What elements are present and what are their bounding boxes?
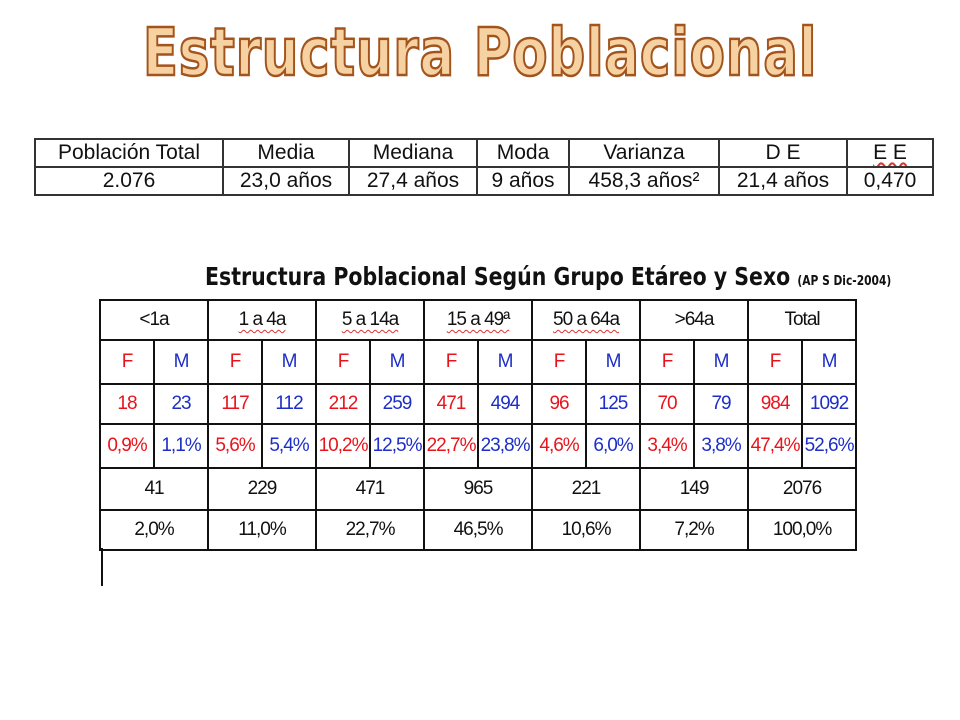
age-group-header-text: 15 a 49ª — [446, 309, 510, 330]
sex-label-male: M — [152, 339, 210, 385]
age-group-header: >64a — [639, 299, 750, 341]
groups-table-source: (AP S Dic-2004) — [797, 274, 892, 289]
sex-label-female: F — [99, 339, 155, 385]
age-group-header-text: 1 a 4a — [238, 309, 287, 330]
percent-cell: 10,2% — [315, 423, 372, 469]
group-percent-cell: 22,7% — [315, 509, 426, 551]
count-cell: 18 — [99, 383, 155, 425]
group-percent-cell: 46,5% — [423, 509, 534, 551]
sex-label-male: M — [369, 339, 426, 385]
sex-label-male: M — [693, 339, 750, 385]
age-group-header-row: <1a 1 a 4a 5 a 14a 15 a 49ª 50 a 64a >64… — [98, 299, 858, 341]
percent-cell: 47,4% — [747, 423, 804, 469]
sex-label-male: M — [585, 339, 642, 385]
value-ee: 0,470 — [846, 166, 934, 196]
value-moda: 9 años — [476, 166, 570, 196]
count-cell: 79 — [693, 383, 750, 425]
value-varianza: 458,3 años² — [568, 166, 720, 196]
count-cell: 23 — [152, 383, 210, 425]
count-cell: 212 — [315, 383, 372, 425]
age-group-header: 5 a 14a — [315, 299, 426, 341]
count-cell: 125 — [585, 383, 642, 425]
count-cell: 96 — [531, 383, 588, 425]
sex-label-female: F — [747, 339, 804, 385]
header-media: Media — [222, 138, 350, 168]
group-percent-cell: 2,0% — [98, 509, 210, 551]
header-de: D E — [718, 138, 848, 168]
sex-label-female: F — [639, 339, 696, 385]
age-group-header: Total — [747, 299, 858, 341]
page-title: Estructura Poblacional — [142, 14, 818, 91]
header-mediana: Mediana — [348, 138, 478, 168]
percent-cell: 22,7% — [423, 423, 480, 469]
sex-label-male: M — [477, 339, 534, 385]
percent-cell: 1,1% — [152, 423, 210, 469]
count-cell: 471 — [423, 383, 480, 425]
percent-cell: 0,9% — [99, 423, 155, 469]
summary-statistics-table: Población Total Media Mediana Moda Varia… — [34, 138, 934, 196]
count-cell: 70 — [639, 383, 696, 425]
groups-table-title-text: Estructura Poblacional Según Grupo Etáre… — [205, 262, 791, 291]
percent-cell: 3,4% — [639, 423, 696, 469]
header-varianza: Varianza — [568, 138, 720, 168]
percent-cell: 5,4% — [261, 423, 318, 469]
sex-header-row: F M F M F M F M F M F M F M — [99, 339, 858, 385]
value-media: 23,0 años — [222, 166, 350, 196]
header-poblacion-total: Población Total — [34, 138, 224, 168]
group-total-cell: 149 — [639, 467, 750, 511]
group-total-cell: 2076 — [747, 467, 858, 511]
groups-table-title: Estructura Poblacional Según Grupo Etáre… — [205, 262, 891, 291]
header-moda: Moda — [476, 138, 570, 168]
group-percent-cell: 10,6% — [531, 509, 642, 551]
age-group-header: 15 a 49ª — [423, 299, 534, 341]
count-cell: 1092 — [801, 383, 858, 425]
sex-label-male: M — [261, 339, 318, 385]
percent-cell: 12,5% — [369, 423, 426, 469]
group-total-cell: 229 — [207, 467, 318, 511]
group-percent-cell: 7,2% — [639, 509, 750, 551]
value-de: 21,4 años — [718, 166, 848, 196]
age-group-header: <1a — [98, 299, 210, 341]
sex-label-female: F — [423, 339, 480, 385]
age-group-header: 50 a 64a — [531, 299, 642, 341]
percent-cell: 6,0% — [585, 423, 642, 469]
sex-label-female: F — [315, 339, 372, 385]
sex-label-male: M — [801, 339, 858, 385]
count-cell: 112 — [261, 383, 318, 425]
sex-label-female: F — [531, 339, 588, 385]
count-row: 18 23 117 112 212 259 471 494 96 125 70 … — [99, 383, 858, 425]
group-total-row: 41 229 471 965 221 149 2076 — [98, 467, 858, 511]
sex-label-female: F — [207, 339, 264, 385]
value-mediana: 27,4 años — [348, 166, 478, 196]
age-sex-groups-table: <1a 1 a 4a 5 a 14a 15 a 49ª 50 a 64a >64… — [98, 299, 858, 551]
group-percent-cell: 100,0% — [747, 509, 858, 551]
group-total-cell: 41 — [98, 467, 210, 511]
header-ee-text: E E — [873, 141, 907, 164]
percent-cell: 4,6% — [531, 423, 588, 469]
group-total-cell: 471 — [315, 467, 426, 511]
age-group-header-text: 5 a 14a — [341, 309, 399, 330]
percent-cell: 23,8% — [477, 423, 534, 469]
header-ee: E E — [846, 138, 934, 168]
count-cell: 117 — [207, 383, 264, 425]
age-group-header-text: 50 a 64a — [553, 309, 620, 330]
percent-cell: 3,8% — [693, 423, 750, 469]
text-cursor — [101, 548, 103, 586]
group-total-cell: 221 — [531, 467, 642, 511]
percent-row: 0,9% 1,1% 5,6% 5,4% 10,2% 12,5% 22,7% 23… — [99, 423, 858, 469]
age-group-header: 1 a 4a — [207, 299, 318, 341]
value-poblacion-total: 2.076 — [34, 166, 224, 196]
count-cell: 494 — [477, 383, 534, 425]
summary-value-row: 2.076 23,0 años 27,4 años 9 años 458,3 a… — [34, 166, 934, 196]
group-percent-row: 2,0% 11,0% 22,7% 46,5% 10,6% 7,2% 100,0% — [98, 509, 858, 551]
percent-cell: 52,6% — [801, 423, 858, 469]
count-cell: 259 — [369, 383, 426, 425]
summary-header-row: Población Total Media Mediana Moda Varia… — [34, 138, 934, 168]
percent-cell: 5,6% — [207, 423, 264, 469]
count-cell: 984 — [747, 383, 804, 425]
group-percent-cell: 11,0% — [207, 509, 318, 551]
group-total-cell: 965 — [423, 467, 534, 511]
